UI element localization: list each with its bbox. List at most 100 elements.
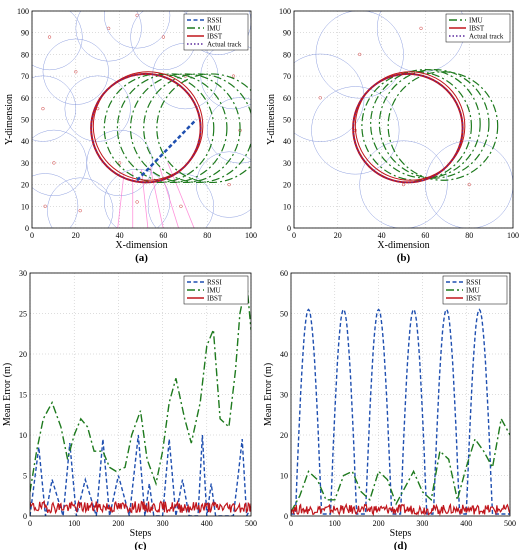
anchor-range-circle: [32, 11, 83, 71]
plot-frame: [290, 272, 511, 517]
anchor-point: [47, 35, 52, 39]
imu-track: [361, 71, 472, 181]
legend-entry: IMU: [469, 17, 483, 25]
x-tick-label: 200: [112, 519, 124, 528]
plot-area: [30, 280, 251, 516]
ibst-track: [354, 71, 466, 181]
y-tick-label: 40: [21, 137, 29, 146]
anchor-range-circle: [32, 173, 79, 228]
panel-3: 0 100 200 300 400 500 0 5 10 15 20 25 30 Steps Mean Er…: [2, 269, 257, 550]
x-tick-label: 400: [201, 519, 213, 528]
anchor-range-circle: [196, 151, 251, 218]
y-tick-label: 0: [284, 512, 288, 521]
x-axis-label: X-dimension: [115, 240, 167, 251]
anchor-range-circle: [64, 75, 131, 142]
y-tick-label: 90: [283, 29, 291, 38]
rssi-track: [136, 118, 198, 182]
y-tick-label: 10: [283, 202, 291, 211]
legend-entry: Actual track: [207, 41, 242, 49]
legend-entry: IBST: [469, 25, 485, 33]
plot-frame: [31, 10, 252, 229]
x-tick-label: 60: [159, 231, 167, 240]
imu-track: [156, 73, 251, 184]
legend-entry: IMU: [466, 287, 480, 295]
x-tick-label: 0: [30, 231, 34, 240]
anchor-point: [41, 107, 45, 111]
imu-track: [116, 73, 228, 184]
y-tick-label: 80: [21, 50, 29, 59]
y-tick-label: 90: [21, 29, 29, 38]
y-tick-label: 100: [17, 7, 29, 16]
x-tick-label: 20: [334, 231, 342, 240]
x-tick-label: 20: [72, 231, 80, 240]
legend-entry: RSSI: [207, 279, 222, 287]
y-axis-label: Mean Error (m): [2, 363, 13, 426]
anchor-point: [179, 204, 183, 208]
y-tick-label: 0: [25, 224, 29, 233]
y-tick-label: 100: [279, 7, 291, 16]
grid: [290, 272, 511, 517]
anchor-range-circle: [32, 75, 77, 142]
y-tick-label: 20: [19, 350, 27, 359]
grid: [29, 272, 252, 517]
x-tick-label: 200: [373, 519, 385, 528]
plot-area: [32, 11, 251, 228]
y-tick-label: 10: [280, 472, 288, 481]
anchor-point: [74, 70, 78, 74]
anchor-point: [78, 208, 82, 213]
y-tick-label: 0: [23, 512, 27, 521]
x-tick-label: 100: [68, 519, 80, 528]
x-tick-label: 500: [504, 519, 516, 528]
plot-frame: [29, 272, 252, 517]
x-tick-label: 100: [245, 231, 257, 240]
y-tick-label: 20: [21, 181, 29, 190]
imu-track: [378, 68, 490, 179]
anchor-point: [107, 26, 111, 31]
legend-entry: IMU: [207, 287, 221, 295]
series-line-ibst: [291, 502, 510, 516]
x-tick-label: 0: [292, 231, 296, 240]
y-axis-label: Y-dimension: [266, 94, 277, 145]
series-line-rssi: [291, 308, 510, 515]
imu-track: [129, 73, 241, 184]
anchor-range-circle: [47, 177, 114, 228]
anchor-range-circle: [294, 53, 365, 142]
x-tick-label: 500: [245, 519, 257, 528]
y-tick-label: 25: [19, 310, 27, 319]
y-tick-label: 5: [23, 472, 27, 481]
anchor-range-circle: [359, 140, 448, 228]
plot-area: [294, 11, 513, 228]
legend-entry: RSSI: [466, 279, 481, 287]
x-tick-label: 0: [28, 519, 32, 528]
y-tick-label: 50: [283, 116, 291, 125]
legend-entry: IBST: [207, 33, 223, 41]
y-tick-label: 70: [283, 72, 291, 81]
panel-4: 0 100 200 300 400 500 0 10 20 30 40 50 60 Steps Mean E…: [263, 269, 516, 550]
x-tick-label: 0: [289, 519, 293, 528]
plot-frame: [293, 10, 514, 229]
anchor-point: [231, 74, 236, 78]
legend-entry: IBST: [466, 295, 482, 303]
imu-track: [387, 71, 499, 181]
series-line-imu: [291, 416, 510, 513]
x-tick-label: 100: [329, 519, 341, 528]
y-tick-label: 40: [280, 350, 288, 359]
legend-entry: Actual track: [469, 33, 504, 41]
panel-label: (c): [134, 540, 147, 550]
anchor-range-circle: [425, 140, 513, 228]
anchor-point: [419, 26, 423, 31]
x-tick-label: 40: [116, 231, 124, 240]
panel-2: 0 20 40 60 80 100 0 10 20 30 40 50 60 70 80 90 100 X-dime…: [266, 7, 519, 264]
imu-track: [143, 73, 251, 184]
series-line-ibst: [30, 499, 251, 515]
y-tick-label: 60: [21, 94, 29, 103]
anchor-point: [318, 96, 322, 100]
panel-1: 0 20 40 60 80 100 0 10 20 30 40 50 60 70 80 90 100 X-dime…: [4, 7, 257, 264]
rssi-noise-streak: [149, 167, 164, 228]
y-tick-label: 50: [21, 116, 29, 125]
anchor-point: [117, 161, 122, 165]
